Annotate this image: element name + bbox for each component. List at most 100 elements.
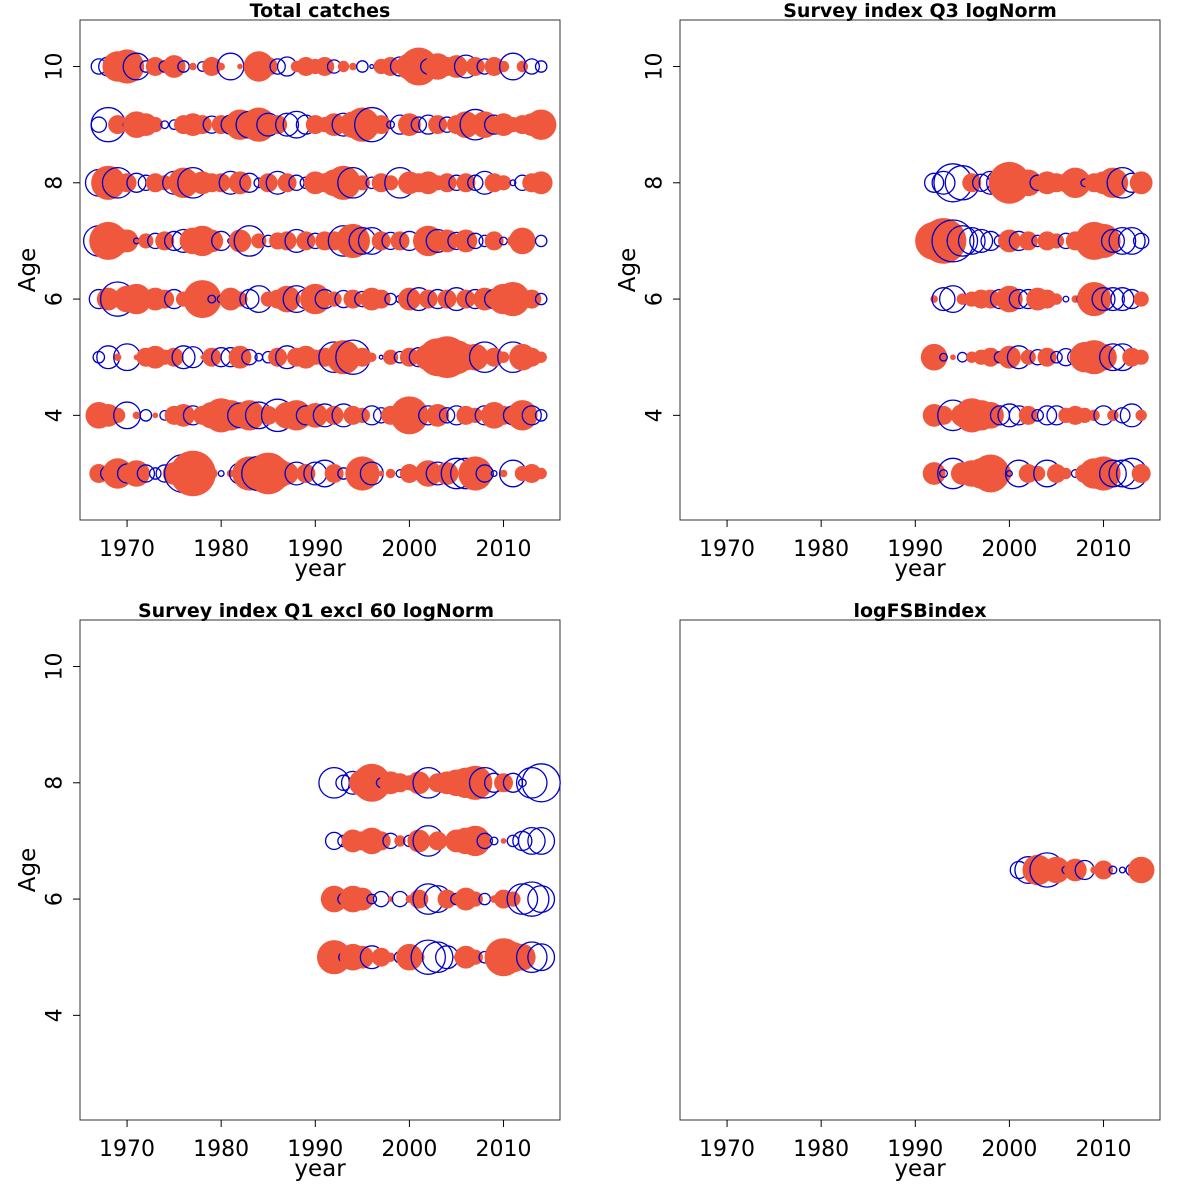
- panel-title: logFSBindex: [853, 600, 986, 622]
- negative-residual-bubble: [923, 172, 945, 193]
- negative-residual-bubble: [515, 766, 548, 799]
- plot-box: [679, 619, 1161, 1121]
- positive-residual-bubble: [435, 229, 459, 253]
- positive-residual-bubble: [371, 115, 391, 135]
- panel-title: Total catches: [250, 0, 391, 22]
- y-tick-label: 4: [43, 408, 68, 422]
- positive-residual-bubble: [499, 469, 508, 478]
- positive-residual-bubble: [371, 831, 391, 851]
- positive-residual-bubble: [437, 889, 457, 909]
- negative-residual-bubble: [527, 826, 556, 855]
- positive-residual-bubble: [399, 47, 438, 86]
- positive-residual-bubble: [206, 467, 218, 480]
- negative-residual-bubble: [139, 408, 153, 422]
- plot-box: [679, 19, 1161, 521]
- negative-residual-bubble: [410, 116, 428, 133]
- negative-residual-bubble: [136, 464, 156, 483]
- y-tick-label: 10: [643, 53, 668, 81]
- positive-residual-bubble: [495, 175, 512, 191]
- positive-residual-bubble: [350, 945, 374, 969]
- panel-logfsbindex: logFSBindex year 1970 1980 1990 2000 2010: [679, 600, 1161, 1182]
- panel-title: Survey index Q3 logNorm: [783, 0, 1057, 22]
- positive-residual-bubble: [91, 165, 126, 200]
- positive-residual-bubble: [96, 287, 120, 311]
- positive-residual-bubble: [1060, 167, 1091, 198]
- positive-residual-bubble: [211, 173, 231, 193]
- positive-residual-bubble: [426, 403, 450, 427]
- positive-residual-bubble: [930, 295, 938, 303]
- negative-residual-bubble: [931, 287, 956, 312]
- positive-residual-bubble: [382, 175, 399, 191]
- negative-residual-bubble: [1005, 469, 1013, 477]
- panel-total-catches: Total catches year Age 1970 1980 1990 2000 2…: [15, 0, 561, 582]
- positive-residual-bubble: [268, 347, 288, 367]
- x-axis-label: year: [294, 1156, 346, 1182]
- positive-residual-bubble: [385, 468, 396, 479]
- positive-residual-bubble: [228, 345, 252, 369]
- positive-residual-bubble: [345, 456, 380, 491]
- positive-residual-bubble: [1022, 854, 1053, 886]
- positive-residual-bubble: [509, 227, 536, 255]
- positive-residual-bubble: [349, 62, 357, 71]
- negative-residual-bubble: [1091, 287, 1116, 312]
- positive-residual-bubble: [920, 218, 967, 264]
- x-tick-label: 1990: [287, 537, 343, 562]
- positive-residual-bubble: [452, 111, 480, 138]
- negative-residual-bubble: [527, 943, 556, 972]
- positive-residual-bubble: [108, 115, 128, 135]
- x-axis-label: year: [894, 1156, 946, 1182]
- positive-residual-bubble: [138, 233, 154, 249]
- positive-residual-bubble: [258, 173, 278, 193]
- negative-residual-bubble: [957, 226, 986, 255]
- negative-residual-bubble: [521, 763, 561, 803]
- negative-residual-bubble: [241, 348, 258, 366]
- negative-residual-bubble: [421, 941, 454, 974]
- positive-residual-bubble: [922, 462, 946, 485]
- positive-residual-bubble: [385, 952, 396, 962]
- positive-residual-bubble: [296, 463, 316, 483]
- bubble-marks: [82, 47, 557, 497]
- positive-residual-bubble: [1018, 405, 1038, 425]
- negative-residual-bubble: [509, 179, 517, 187]
- positive-residual-bubble: [1077, 281, 1112, 317]
- positive-residual-bubble: [484, 231, 504, 251]
- positive-residual-bubble: [456, 173, 476, 193]
- axis-ticks: 1970 1980 1990 2000 2010: [699, 1120, 1132, 1162]
- negative-residual-bubble: [217, 469, 225, 477]
- positive-residual-bubble: [1107, 409, 1119, 422]
- negative-residual-bubble: [1062, 295, 1070, 303]
- x-tick-label: 1970: [99, 1137, 155, 1162]
- positive-residual-bubble: [535, 351, 547, 363]
- y-tick-label: 8: [643, 176, 668, 190]
- positive-residual-bubble: [1127, 856, 1155, 884]
- x-tick-label: 2010: [1076, 1137, 1132, 1162]
- positive-residual-bubble: [505, 891, 521, 907]
- negative-residual-bubble: [269, 58, 286, 75]
- positive-residual-bubble: [394, 835, 406, 847]
- negative-residual-bubble: [1108, 865, 1118, 875]
- positive-residual-bubble: [407, 829, 431, 853]
- positive-residual-bubble: [398, 287, 421, 311]
- negative-residual-bubble: [490, 469, 498, 477]
- positive-residual-bubble: [192, 115, 212, 135]
- y-axis-label: Age: [15, 248, 41, 292]
- positive-residual-bubble: [437, 289, 457, 309]
- positive-residual-bubble: [162, 55, 186, 78]
- positive-residual-bubble: [458, 456, 493, 491]
- y-tick-label: 10: [43, 653, 68, 681]
- positive-residual-bubble: [352, 763, 391, 802]
- positive-residual-bubble: [123, 460, 150, 487]
- negative-residual-bubble: [1098, 459, 1127, 488]
- x-tick-label: 2010: [476, 537, 532, 562]
- positive-residual-bubble: [407, 771, 431, 795]
- positive-residual-bubble: [258, 57, 278, 77]
- positive-residual-bubble: [467, 891, 483, 907]
- negative-residual-bubble: [939, 469, 948, 478]
- negative-residual-bubble: [1036, 405, 1058, 426]
- positive-residual-bubble: [251, 233, 267, 249]
- positive-residual-bubble: [981, 347, 1001, 367]
- positive-residual-bubble: [241, 107, 276, 142]
- positive-residual-bubble: [1046, 463, 1066, 483]
- positive-residual-bubble: [147, 117, 163, 133]
- positive-residual-bubble: [115, 229, 139, 253]
